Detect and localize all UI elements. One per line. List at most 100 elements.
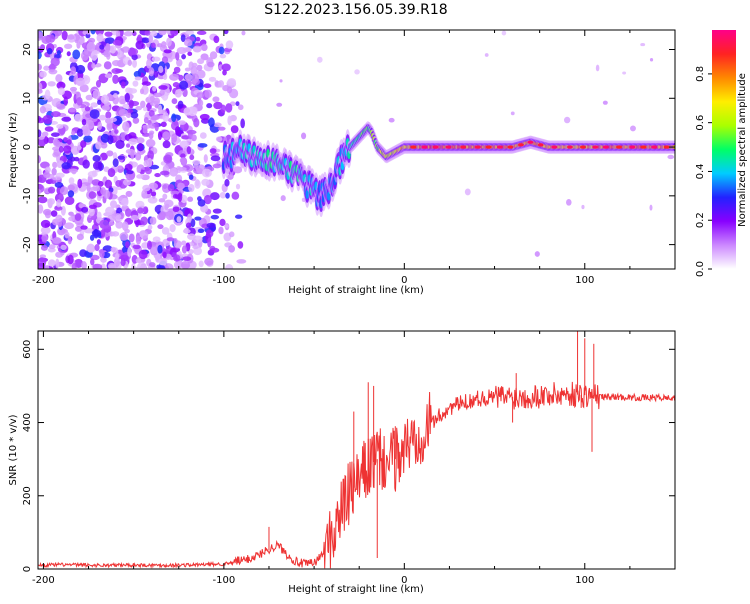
noise-blob: [41, 35, 51, 45]
noise-blob: [630, 125, 636, 132]
noise-blob: [191, 134, 197, 142]
noise-blob: [193, 118, 200, 128]
noise-blob: [133, 70, 142, 78]
noise-blob: [68, 168, 79, 173]
noise-blob: [128, 48, 139, 56]
snr-x-ticks: -200 -100 0 100: [32, 331, 676, 586]
noise-blob: [225, 40, 234, 49]
noise-blob: [150, 42, 156, 49]
noise-blob: [158, 104, 163, 114]
noise-blob: [206, 222, 216, 228]
noise-blob: [53, 54, 61, 59]
noise-blob: [564, 116, 571, 124]
noise-blob: [179, 140, 190, 149]
noise-blob: [217, 126, 226, 131]
noise-blob: [126, 170, 134, 175]
noise-blob: [220, 104, 226, 114]
noise-blob: [71, 130, 76, 136]
colorbar-label: Normalized spectral amplitude: [737, 73, 748, 227]
noise-blob: [172, 206, 180, 213]
noise-blob: [162, 131, 170, 140]
noise-blob: [120, 254, 129, 261]
noise-blob: [163, 263, 174, 269]
noise-blob: [142, 126, 148, 134]
noise-blob: [171, 98, 178, 105]
noise-blob: [149, 95, 156, 102]
noise-blob: [70, 156, 76, 162]
noise-blob: [153, 70, 159, 78]
noise-blob: [138, 249, 148, 260]
noise-blob: [205, 229, 214, 238]
noise-blob: [209, 247, 220, 253]
noise-blob: [203, 83, 212, 89]
noise-blob: [70, 145, 80, 155]
noise-blob: [121, 46, 130, 53]
noise-blob: [149, 216, 157, 225]
noise-blob: [158, 30, 167, 36]
noise-blob: [157, 244, 163, 254]
noise-blob: [82, 128, 91, 137]
noise-blob: [71, 263, 77, 269]
noise-blob: [158, 198, 166, 203]
noise-blob: [183, 107, 193, 116]
noise-blob: [173, 66, 181, 74]
noise-blob: [43, 65, 50, 71]
noise-blob: [125, 208, 132, 217]
noise-blob: [228, 245, 236, 253]
heatmap-x-ticks: -200 -100 0 100: [32, 30, 676, 286]
colorbar-gradient: [712, 30, 736, 269]
ridge-peak: [663, 145, 670, 149]
noise-blob: [135, 258, 141, 264]
noise-blob: [213, 101, 223, 110]
noise-blob: [114, 252, 120, 260]
noise-blob: [56, 103, 66, 110]
noise-blob: [158, 258, 168, 266]
noise-blob: [104, 179, 113, 189]
noise-blob: [40, 226, 51, 235]
noise-blob: [85, 119, 95, 130]
noise-blob: [137, 262, 147, 269]
noise-blob: [206, 103, 213, 109]
noise-blob: [195, 36, 201, 42]
noise-blob: [99, 249, 105, 259]
snr-spikes: [268, 331, 595, 559]
noise-blob: [50, 210, 58, 217]
noise-blob: [112, 152, 118, 160]
noise-blob: [52, 161, 58, 169]
colorbar-tick-label: 0.8: [695, 66, 706, 82]
noise-blob: [108, 187, 114, 193]
noise-blob: [95, 141, 102, 150]
noise-blob: [640, 43, 646, 47]
noise-blob: [88, 204, 98, 209]
noise-blob: [68, 177, 75, 185]
noise-blob: [534, 251, 540, 257]
noise-blob: [192, 45, 202, 53]
noise-blob: [100, 187, 106, 196]
noise-blob: [181, 135, 190, 140]
noise-blob: [92, 155, 101, 162]
noise-blob: [39, 105, 46, 114]
noise-blob: [156, 264, 161, 269]
noise-blob: [115, 68, 124, 73]
noise-blob: [162, 112, 169, 123]
noise-blob: [55, 74, 63, 83]
noise-blob: [230, 125, 239, 134]
noise-blob: [55, 214, 63, 223]
noise-blob: [121, 197, 129, 205]
noise-blob: [76, 40, 81, 49]
noise-blob: [90, 30, 96, 35]
noise-blob: [649, 57, 654, 62]
noise-blob: [107, 134, 114, 145]
colorbar-tick-label: 0.0: [695, 261, 706, 277]
noise-blob: [75, 64, 86, 74]
noise-blob: [224, 224, 229, 228]
noise-blob: [50, 111, 61, 118]
snr-plot-area: [38, 331, 675, 569]
noise-blob: [44, 89, 51, 100]
noise-blob: [177, 192, 183, 202]
noise-blob: [181, 240, 187, 246]
noise-blob: [113, 93, 118, 98]
noise-blob: [354, 69, 360, 75]
